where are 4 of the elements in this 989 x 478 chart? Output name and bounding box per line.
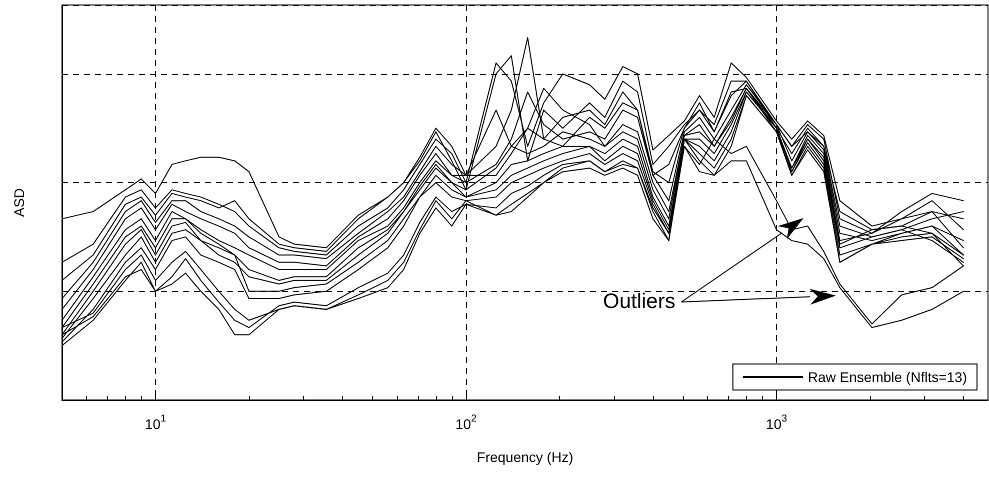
x-axis-title: Frequency (Hz) [476,449,574,465]
legend-label: Raw Ensemble (Nflts=13) [808,369,968,385]
y-axis-title: ASD [11,188,27,217]
annotation: Outliers [603,290,676,314]
